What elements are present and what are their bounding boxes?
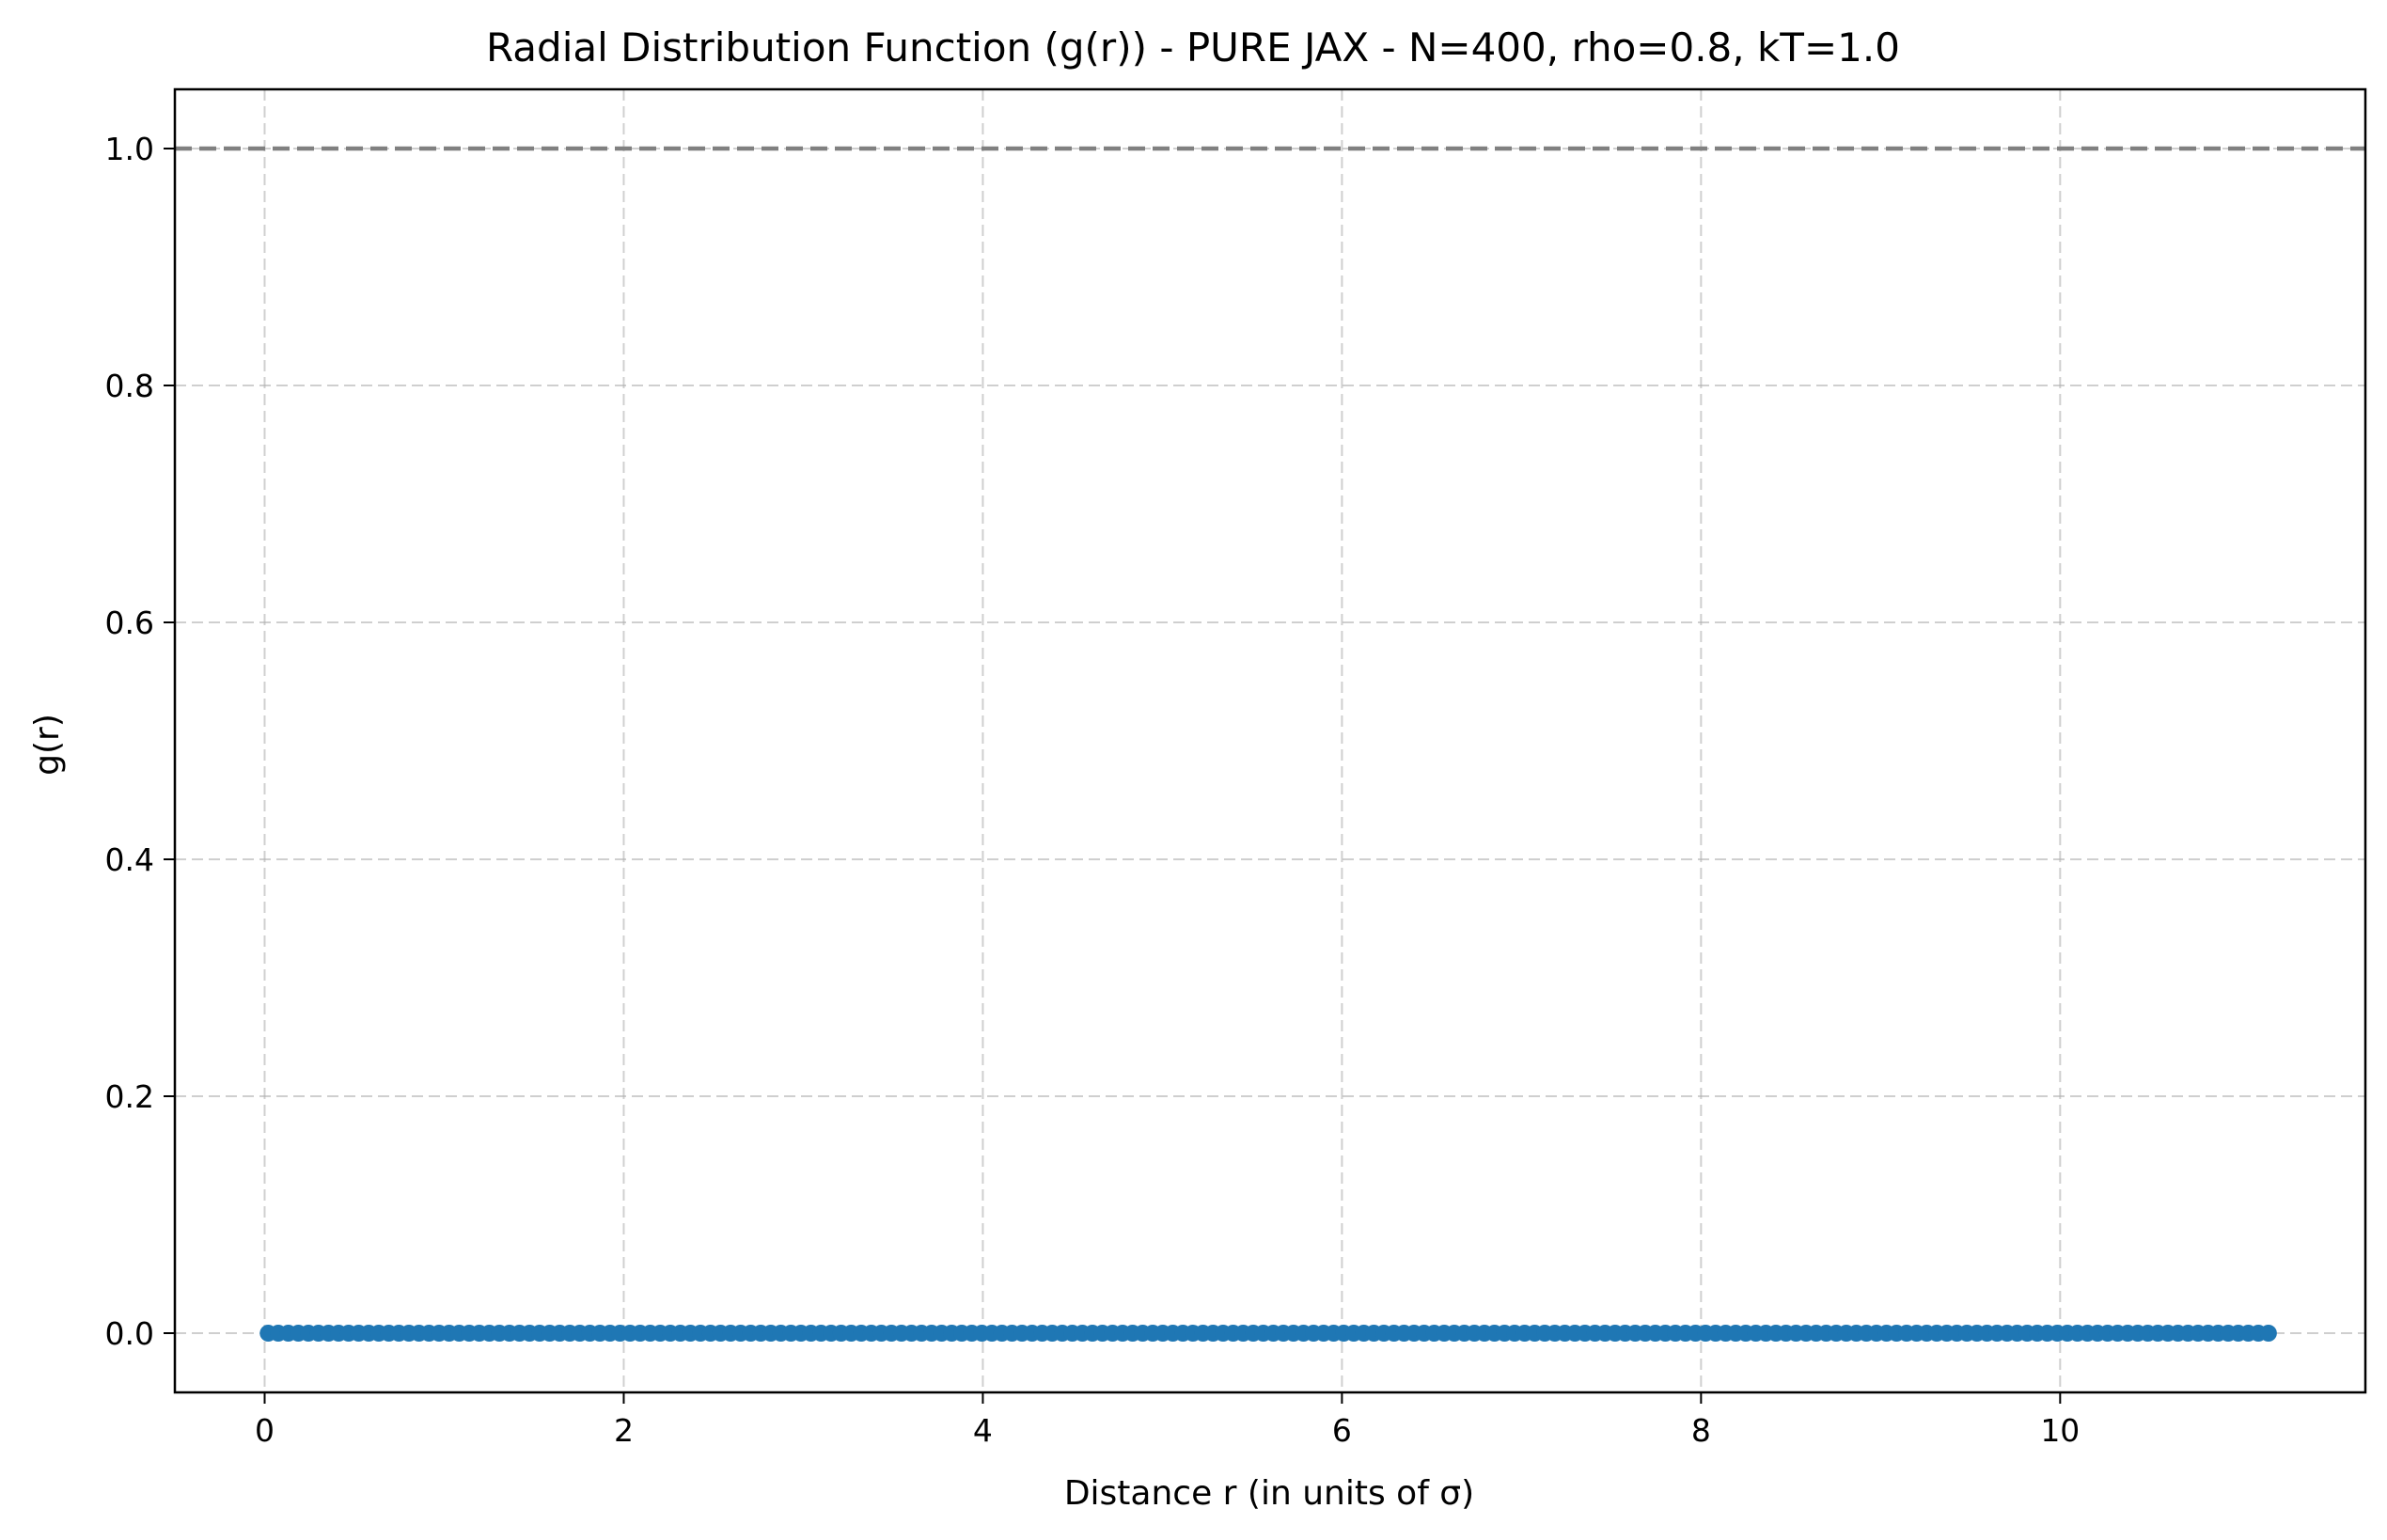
ticks: 0 2 4 6 8 10 0.0 0.2 0.4 0.6 0.8 1.0 — [105, 131, 2081, 1449]
y-tick-label: 0.8 — [105, 368, 154, 404]
y-tick-label: 0.4 — [105, 841, 154, 878]
x-tick-label: 4 — [973, 1412, 993, 1449]
x-tick-label: 0 — [255, 1412, 275, 1449]
x-tick-label: 6 — [1332, 1412, 1352, 1449]
x-axis-label: Distance r (in units of σ) — [1064, 1474, 1474, 1513]
chart-title: Radial Distribution Function (g(r)) - PU… — [486, 24, 1900, 71]
y-tick-label: 0.6 — [105, 605, 154, 641]
series-layer — [259, 1325, 2277, 1342]
y-tick-label: 1.0 — [105, 131, 154, 167]
plot-frame — [173, 87, 2367, 1394]
y-axis-label: g(r) — [28, 714, 67, 776]
x-tick-label: 2 — [614, 1412, 634, 1449]
x-tick-label: 10 — [2040, 1412, 2080, 1449]
x-tick-label: 8 — [1691, 1412, 1711, 1449]
y-tick-label: 0.2 — [105, 1078, 154, 1115]
grid — [175, 89, 2365, 1392]
data-point — [2259, 1325, 2277, 1342]
y-tick-label: 0.0 — [105, 1315, 154, 1352]
